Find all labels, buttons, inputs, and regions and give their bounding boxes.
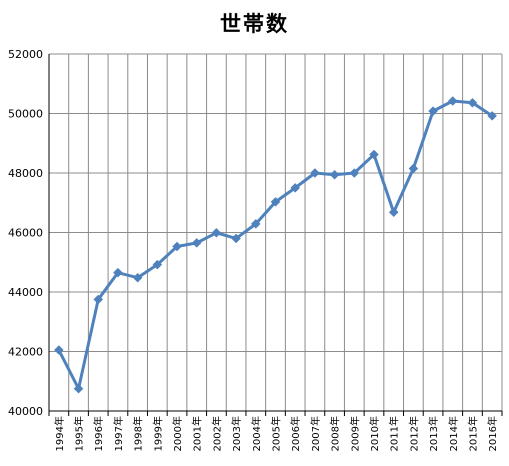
data-point <box>329 169 340 180</box>
data-point <box>250 219 261 229</box>
x-tick-label: 1995年 <box>73 416 86 451</box>
y-axis-ticks: 40000 42000 44000 46000 48000 50000 52000 <box>8 48 43 418</box>
y-tick-label: 40000 <box>8 405 43 418</box>
x-tick-label: 2000年 <box>171 416 184 451</box>
chart-title: 世帯数 <box>220 12 289 36</box>
y-tick-label: 44000 <box>8 286 43 299</box>
data-point <box>132 272 143 283</box>
data-point <box>310 168 320 178</box>
x-tick-label: 2002年 <box>210 416 223 451</box>
x-tick-label: 2008年 <box>329 416 342 451</box>
y-tick-label: 48000 <box>8 167 43 180</box>
x-tick-label: 2009年 <box>348 416 361 451</box>
data-point <box>487 111 498 121</box>
data-point <box>428 106 438 116</box>
data-point <box>467 97 478 108</box>
x-tick-label: 2004年 <box>250 416 263 451</box>
data-point <box>152 259 163 270</box>
x-tick-label: 2012年 <box>407 416 420 451</box>
x-tick-label: 1999年 <box>151 416 164 451</box>
x-tick-label: 1996年 <box>92 416 105 451</box>
data-point <box>93 294 104 305</box>
data-point <box>408 163 419 174</box>
x-tick-label: 2016年 <box>486 416 499 451</box>
x-tick-label: 1998年 <box>132 416 145 451</box>
x-tick-label: 2003年 <box>230 416 243 451</box>
x-tick-label: 2007年 <box>309 416 322 451</box>
data-point <box>191 238 202 248</box>
series <box>53 96 498 394</box>
y-tick-label: 46000 <box>8 227 43 240</box>
data-point <box>369 149 379 160</box>
series-line <box>57 99 493 391</box>
x-tick-label: 2001年 <box>191 416 204 451</box>
data-point <box>172 241 182 252</box>
data-point <box>388 207 399 218</box>
x-tick-label: 2013年 <box>427 416 440 451</box>
data-point <box>447 96 458 106</box>
x-tick-label: 1997年 <box>112 416 125 451</box>
x-tick-label: 1994年 <box>53 416 66 451</box>
axes <box>48 54 503 416</box>
data-point <box>73 383 84 394</box>
data-point <box>349 168 360 178</box>
data-point <box>270 197 281 207</box>
y-tick-label: 52000 <box>8 48 43 61</box>
x-axis-ticks: 1994年 1995年 1996年 1997年 1998年 1999年 2000年 2001年… <box>53 416 499 451</box>
y-tick-label: 50000 <box>8 108 43 121</box>
x-tick-label: 2014年 <box>447 416 460 451</box>
x-tick-label: 2011年 <box>388 416 401 451</box>
y-tick-label: 42000 <box>8 346 43 359</box>
data-point <box>231 233 241 244</box>
x-tick-label: 2005年 <box>270 416 283 451</box>
x-tick-label: 2006年 <box>289 416 302 451</box>
data-point <box>113 267 123 278</box>
data-point <box>211 227 222 238</box>
x-tick-label: 2015年 <box>466 416 479 451</box>
data-point <box>290 183 301 193</box>
x-tick-label: 2010年 <box>368 416 381 451</box>
grid-lines <box>49 53 503 412</box>
data-point <box>53 345 64 355</box>
